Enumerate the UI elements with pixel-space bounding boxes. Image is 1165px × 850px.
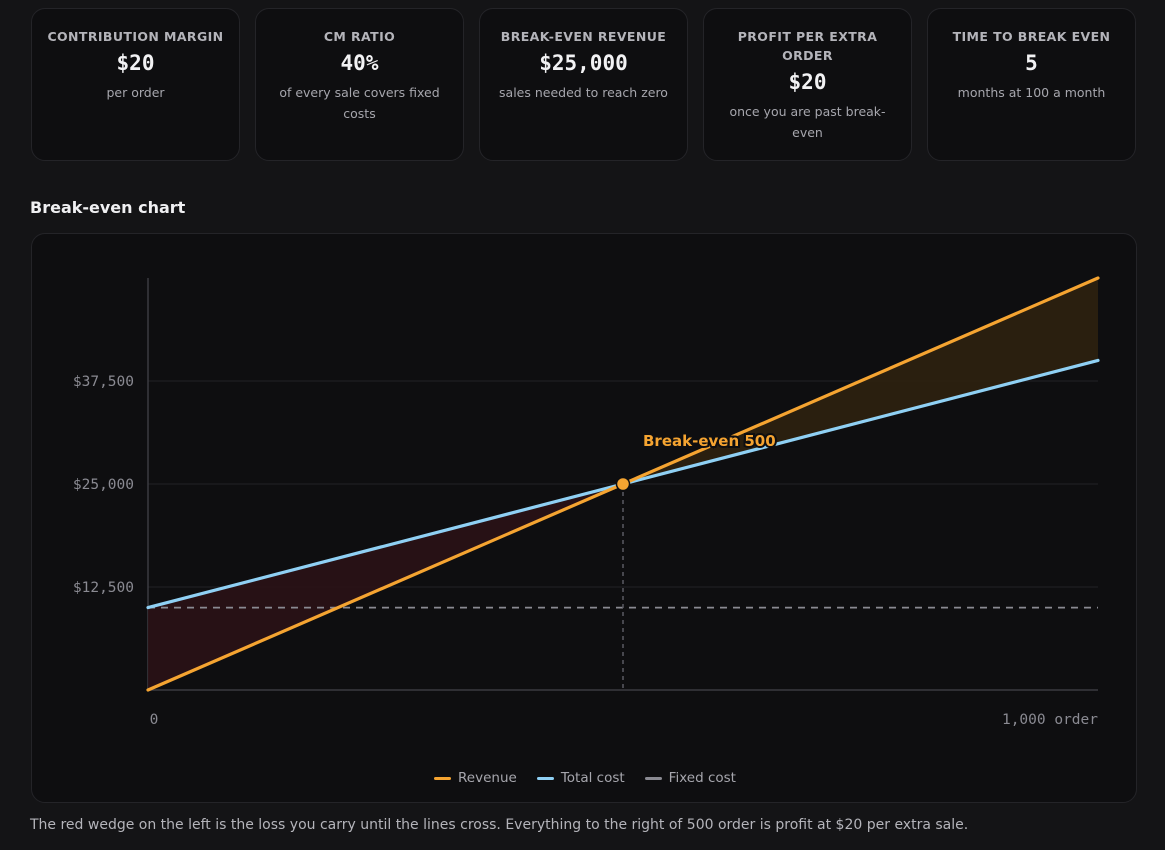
card-contribution-margin: CONTRIBUTION MARGIN $20 per order [31, 8, 240, 161]
card-subtitle: once you are past break-even [729, 104, 886, 140]
card-title: CM RATIO [323, 29, 396, 44]
card-profit-per-extra-order: PROFIT PER EXTRA ORDER $20 once you are … [703, 8, 912, 161]
card-subtitle: of every sale covers fixed costs [279, 85, 440, 121]
y-tick-label: $37,500 [73, 374, 134, 390]
y-tick-label: $25,000 [73, 477, 134, 493]
card-break-even-revenue: BREAK-EVEN REVENUE $25,000 sales needed … [479, 8, 688, 161]
card-value: $20 [788, 70, 827, 94]
legend-label: Total cost [560, 770, 625, 786]
card-title: CONTRIBUTION MARGIN [47, 29, 224, 44]
y-tick-label: $12,500 [73, 580, 134, 596]
card-title: TIME TO BREAK EVEN [952, 29, 1111, 44]
card-title: BREAK-EVEN REVENUE [500, 29, 667, 44]
legend-swatch-total-cost [536, 776, 554, 780]
break-even-point [615, 476, 631, 492]
section-title: Break-even chart [30, 198, 186, 217]
card-subtitle: months at 100 a month [957, 85, 1106, 100]
legend-item-total-cost[interactable]: Total cost [536, 770, 625, 786]
card-title: PROFIT PER EXTRA ORDER [737, 29, 878, 63]
summary-cards: CONTRIBUTION MARGIN $20 per order CM RAT… [31, 8, 1136, 161]
break-even-chart-panel: $12,500 $25,000 $37,500 Break-even 500 0 1,00… [31, 233, 1137, 803]
legend-swatch-fixed-cost [644, 776, 662, 780]
card-subtitle: sales needed to reach zero [499, 85, 668, 100]
card-value: 40% [340, 51, 379, 75]
chart-footnote: The red wedge on the left is the loss yo… [30, 817, 969, 833]
break-even-label: Break-even 500 [643, 432, 776, 450]
card-cm-ratio: CM RATIO 40% of every sale covers fixed … [255, 8, 464, 161]
legend-item-revenue[interactable]: Revenue [434, 770, 517, 786]
card-value: $25,000 [539, 51, 628, 75]
legend-label: Fixed cost [668, 770, 736, 786]
x-tick-label: 1,000 order [1002, 712, 1098, 728]
legend-item-fixed-cost[interactable]: Fixed cost [644, 770, 736, 786]
card-value: 5 [1025, 51, 1038, 75]
card-time-to-break-even: TIME TO BREAK EVEN 5 months at 100 a mon… [927, 8, 1136, 161]
card-value: $20 [116, 51, 155, 75]
break-even-chart: $12,500 $25,000 $37,500 Break-even 500 0 1,00… [73, 276, 1100, 728]
chart-legend: Revenue Total cost Fixed cost [32, 770, 1138, 786]
x-tick-label: 0 [150, 712, 159, 728]
legend-label: Revenue [458, 770, 517, 786]
legend-swatch-revenue [434, 776, 452, 780]
card-subtitle: per order [106, 85, 165, 100]
